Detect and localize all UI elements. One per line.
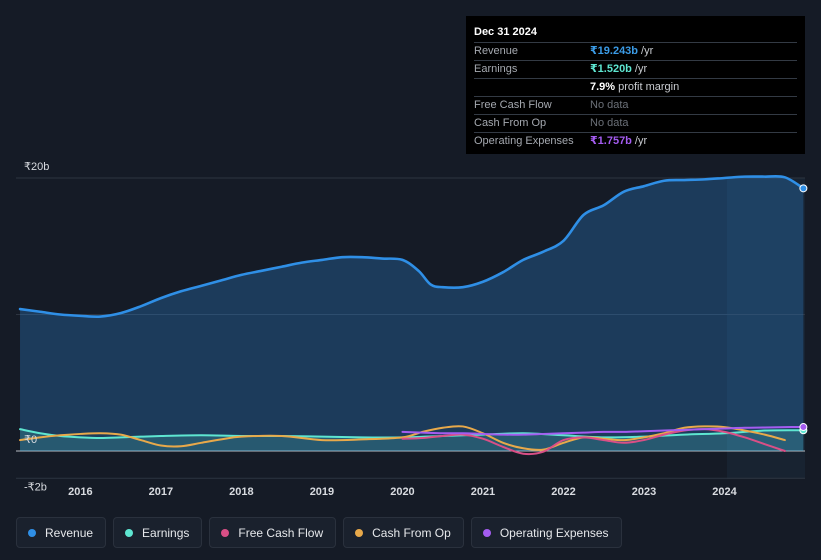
tooltip-row-value: ₹19.243b (590, 45, 639, 57)
legend: Revenue Earnings Free Cash Flow Cash From O… (16, 517, 622, 548)
tooltip-row: Free Cash Flow No data (474, 97, 797, 115)
x-tick-label: 2020 (390, 486, 414, 498)
x-tick-label: 2019 (310, 486, 334, 498)
tooltip-date: Dec 31 2024 (474, 24, 797, 43)
legend-item-operating-expenses[interactable]: Operating Expenses (470, 517, 622, 548)
series-lines (18, 174, 805, 456)
tooltip-row-unit: /yr (641, 45, 654, 57)
y-tick-label: ₹20b (24, 161, 49, 173)
revenue-area (20, 176, 804, 451)
y-tick-label: ₹0 (24, 434, 37, 446)
tooltip-row-value: No data (590, 117, 629, 129)
x-tick-label: 2023 (632, 486, 656, 498)
tooltip-row-value: 7.9% (590, 81, 616, 93)
y-axis-labels: ₹20b ₹0 -₹2b (24, 161, 49, 493)
x-tick-label: 2017 (149, 486, 173, 498)
tooltip-row-label: Cash From Op (474, 117, 547, 129)
x-tick-label: 2024 (712, 486, 737, 498)
legend-item-cash-from-op[interactable]: Cash From Op (343, 517, 464, 548)
tooltip-row: Revenue ₹19.243b/yr (474, 43, 797, 61)
x-tick-label: 2018 (229, 486, 253, 498)
revenue-endpoint (799, 184, 808, 193)
legend-label: Cash From Op (372, 525, 451, 540)
tooltip-row-label (474, 79, 590, 96)
y-tick-label: -₹2b (24, 481, 47, 493)
x-axis-labels: 2016 2017 2018 2019 2020 2021 2022 2023 2024 (68, 486, 737, 498)
legend-dot-icon (28, 528, 36, 537)
x-tick-label: 2021 (471, 486, 495, 498)
legend-item-earnings[interactable]: Earnings (113, 517, 203, 548)
legend-item-free-cash-flow[interactable]: Free Cash Flow (209, 517, 337, 548)
free-cash-flow-line (401, 428, 786, 456)
legend-label: Operating Expenses (499, 525, 609, 540)
tooltip: Dec 31 2024 Revenue ₹19.243b/yr Earnings ₹1… (466, 16, 805, 154)
x-tick-label: 2016 (68, 486, 92, 498)
tooltip-row: Cash From Op No data (474, 115, 797, 133)
legend-label: Free Cash Flow (238, 525, 324, 540)
tooltip-row: Earnings ₹1.520b/yr (474, 61, 797, 79)
tooltip-row-label: Revenue (474, 45, 519, 57)
legend-dot-icon (355, 528, 364, 537)
tooltip-row-label: Operating Expenses (474, 135, 574, 147)
chart: ₹20b₹0-₹2b 2016 2017 2018 2019 2020 2021 2022 2… (16, 161, 808, 498)
series-endpoints (799, 184, 808, 435)
tooltip-rows: Revenue ₹19.243b/yr Earnings ₹1.520b/yr 7.9%… (474, 43, 797, 150)
series-areas (20, 176, 804, 451)
legend-dot-icon (125, 528, 134, 537)
grid (16, 177, 805, 479)
tooltip-row-value: No data (590, 99, 629, 111)
tooltip-row-value: ₹1.520b (590, 63, 632, 75)
cash-from-op-line (19, 425, 786, 451)
tooltip-row-label: Free Cash Flow (474, 99, 552, 111)
legend-dot-icon (221, 528, 230, 537)
tooltip-row-unit: profit margin (618, 81, 680, 93)
operating-expenses-endpoint (799, 423, 808, 432)
tooltip-row-unit: /yr (634, 135, 648, 147)
legend-label: Earnings (142, 525, 190, 540)
revenue-line (18, 174, 805, 318)
earnings-area (20, 429, 804, 451)
legend-label: Revenue (45, 525, 94, 540)
x-tick-label: 2022 (551, 486, 575, 498)
legend-item-revenue[interactable]: Revenue (16, 517, 107, 548)
tooltip-row: Operating Expenses ₹1.757b/yr (474, 133, 797, 150)
tooltip-row-unit: /yr (634, 63, 648, 75)
tooltip-row: 7.9% profit margin (474, 79, 797, 97)
tooltip-row-label: Earnings (474, 63, 518, 75)
tooltip-row-value: ₹1.757b (590, 135, 632, 147)
legend-dot-icon (482, 528, 491, 537)
operating-expenses-line (401, 426, 805, 436)
